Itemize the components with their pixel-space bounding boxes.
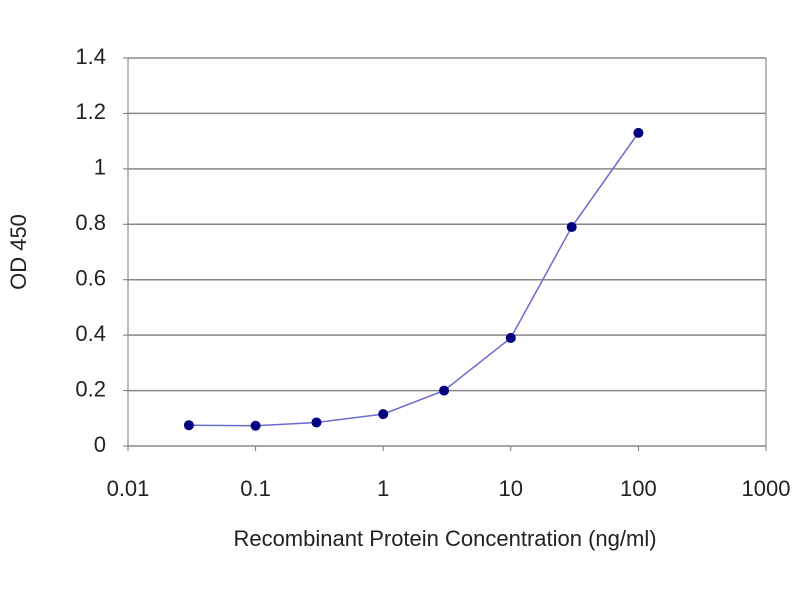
data-point — [183, 420, 194, 431]
data-point — [566, 222, 577, 233]
data-point — [505, 332, 516, 343]
plot-area — [127, 57, 767, 447]
data-point — [439, 385, 450, 396]
y-tick-label: 1.4 — [75, 44, 106, 69]
y-axis-title: OD 450 — [6, 214, 31, 290]
data-point — [311, 417, 322, 428]
x-tick-label: 1000 — [742, 476, 791, 501]
x-tick-label: 0.01 — [107, 476, 150, 501]
series-line — [188, 132, 640, 427]
y-tick-label: 0 — [94, 432, 106, 457]
y-tick-label: 0.6 — [75, 266, 106, 291]
x-tick-label: 100 — [620, 476, 657, 501]
y-tick-label: 0.8 — [75, 210, 106, 235]
y-tick-label: 0.2 — [75, 376, 106, 401]
y-tick-label: 1 — [94, 155, 106, 180]
y-tick-label: 1.2 — [75, 99, 106, 124]
x-tick-label: 0.1 — [240, 476, 271, 501]
x-tick-label: 10 — [499, 476, 523, 501]
x-axis-title: Recombinant Protein Concentration (ng/ml… — [233, 526, 656, 551]
y-tick-label: 0.4 — [75, 321, 106, 346]
data-point — [633, 127, 644, 138]
data-point — [378, 409, 389, 420]
x-tick-label: 1 — [377, 476, 389, 501]
data-point — [250, 420, 261, 431]
